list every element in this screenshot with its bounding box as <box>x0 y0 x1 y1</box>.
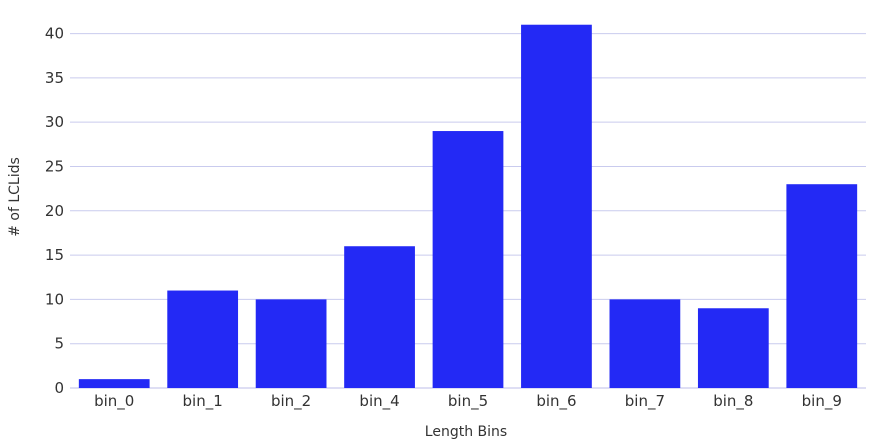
y-tick-label: 20 <box>45 202 64 220</box>
y-tick-label: 5 <box>54 335 64 353</box>
bar-bin_6[interactable] <box>521 24 592 389</box>
bar-bin_2[interactable] <box>255 299 327 388</box>
x-tick-label: bin_2 <box>271 392 311 411</box>
x-axis-title: Length Bins <box>425 424 507 440</box>
bar-bin_5[interactable] <box>432 131 504 388</box>
y-tick-label: 10 <box>45 290 64 308</box>
x-tick-label: bin_1 <box>183 392 223 411</box>
x-tick-label: bin_0 <box>94 392 134 411</box>
y-tick-label: 40 <box>45 25 64 43</box>
bar-bin_9[interactable] <box>786 184 858 388</box>
y-axis-title: # of LCLids <box>7 157 23 237</box>
y-tick-label: 30 <box>45 113 64 131</box>
y-tick-label: 25 <box>45 157 64 175</box>
bar-bin_8[interactable] <box>697 308 769 388</box>
y-tick-labels: 0 5 10 15 20 25 30 35 40 <box>45 25 64 397</box>
bars <box>78 24 858 389</box>
x-tick-label: bin_8 <box>713 392 753 411</box>
x-tick-label: bin_5 <box>448 392 488 411</box>
y-tick-label: 15 <box>45 246 64 264</box>
bar-bin_7[interactable] <box>609 299 681 388</box>
y-tick-label: 0 <box>54 379 64 397</box>
bar-bin_1[interactable] <box>167 290 239 388</box>
x-tick-label: bin_7 <box>625 392 665 411</box>
x-tick-labels: bin_0 bin_1 bin_2 bin_4 bin_5 bin_6 bin_7 bin_8… <box>94 392 842 411</box>
x-tick-label: bin_4 <box>359 392 399 411</box>
bar-bin_4[interactable] <box>344 246 415 388</box>
x-tick-label: bin_9 <box>802 392 842 411</box>
x-tick-label: bin_6 <box>536 392 576 411</box>
y-tick-label: 35 <box>45 69 64 87</box>
bar-bin_0[interactable] <box>78 379 150 388</box>
